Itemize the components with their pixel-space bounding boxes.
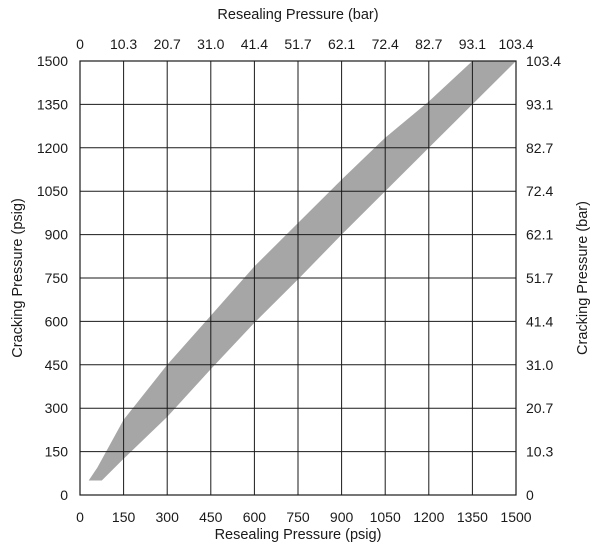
x-tick-label: 1050 bbox=[370, 509, 401, 525]
y2-tick-label: 103.4 bbox=[526, 53, 561, 69]
x2-axis-title: Resealing Pressure (bar) bbox=[217, 7, 378, 23]
y-tick-label: 0 bbox=[60, 487, 68, 503]
y2-tick-label: 82.7 bbox=[526, 140, 553, 156]
x2-tick-label: 62.1 bbox=[328, 36, 355, 52]
x-tick-label: 450 bbox=[199, 509, 223, 525]
x-tick-label: 600 bbox=[243, 509, 267, 525]
x2-tick-label: 0 bbox=[76, 36, 84, 52]
y-tick-label: 1500 bbox=[37, 53, 68, 69]
x2-tick-label: 93.1 bbox=[459, 36, 486, 52]
y2-tick-label: 20.7 bbox=[526, 400, 553, 416]
y2-tick-label: 0 bbox=[526, 487, 534, 503]
x-tick-label: 0 bbox=[76, 509, 84, 525]
band-layer bbox=[88, 61, 516, 481]
x-axis-title: Resealing Pressure (psig) bbox=[215, 527, 382, 543]
x2-tick-label: 72.4 bbox=[372, 36, 399, 52]
x2-tick-label: 20.7 bbox=[154, 36, 181, 52]
x2-tick-label: 82.7 bbox=[415, 36, 442, 52]
y2-tick-label: 62.1 bbox=[526, 227, 553, 243]
plot-frame bbox=[79, 60, 517, 496]
x-tick-label: 1350 bbox=[457, 509, 488, 525]
y-tick-label: 1050 bbox=[37, 183, 68, 199]
y2-axis-title: Cracking Pressure (bar) bbox=[575, 201, 591, 355]
x-tick-label: 750 bbox=[286, 509, 310, 525]
y-tick-label: 1350 bbox=[37, 96, 68, 112]
x2-tick-label: 41.4 bbox=[241, 36, 268, 52]
y2-tick-label: 41.4 bbox=[526, 313, 553, 329]
y2-tick-label: 10.3 bbox=[526, 444, 553, 460]
grid-layer bbox=[80, 61, 516, 495]
x2-tick-label: 51.7 bbox=[284, 36, 311, 52]
y-tick-label: 900 bbox=[45, 227, 69, 243]
y2-tick-label: 93.1 bbox=[526, 96, 553, 112]
x-tick-label: 1500 bbox=[500, 509, 531, 525]
x-tick-label: 150 bbox=[112, 509, 136, 525]
y-axis-title: Cracking Pressure (psig) bbox=[10, 198, 26, 358]
x-tick-label: 300 bbox=[156, 509, 180, 525]
y2-tick-label: 31.0 bbox=[526, 357, 553, 373]
y-tick-label: 300 bbox=[45, 400, 69, 416]
y-tick-label: 150 bbox=[45, 444, 69, 460]
y-tick-label: 600 bbox=[45, 313, 69, 329]
x2-tick-label: 10.3 bbox=[110, 36, 137, 52]
y-tick-label: 1200 bbox=[37, 140, 68, 156]
y2-tick-label: 72.4 bbox=[526, 183, 553, 199]
x2-tick-label: 31.0 bbox=[197, 36, 224, 52]
x-tick-label: 900 bbox=[330, 509, 354, 525]
y-tick-label: 450 bbox=[45, 357, 69, 373]
x2-tick-label: 103.4 bbox=[498, 36, 533, 52]
y2-tick-label: 51.7 bbox=[526, 270, 553, 286]
pressure-band bbox=[88, 61, 516, 481]
y-tick-label: 750 bbox=[45, 270, 69, 286]
x-tick-label: 1200 bbox=[413, 509, 444, 525]
